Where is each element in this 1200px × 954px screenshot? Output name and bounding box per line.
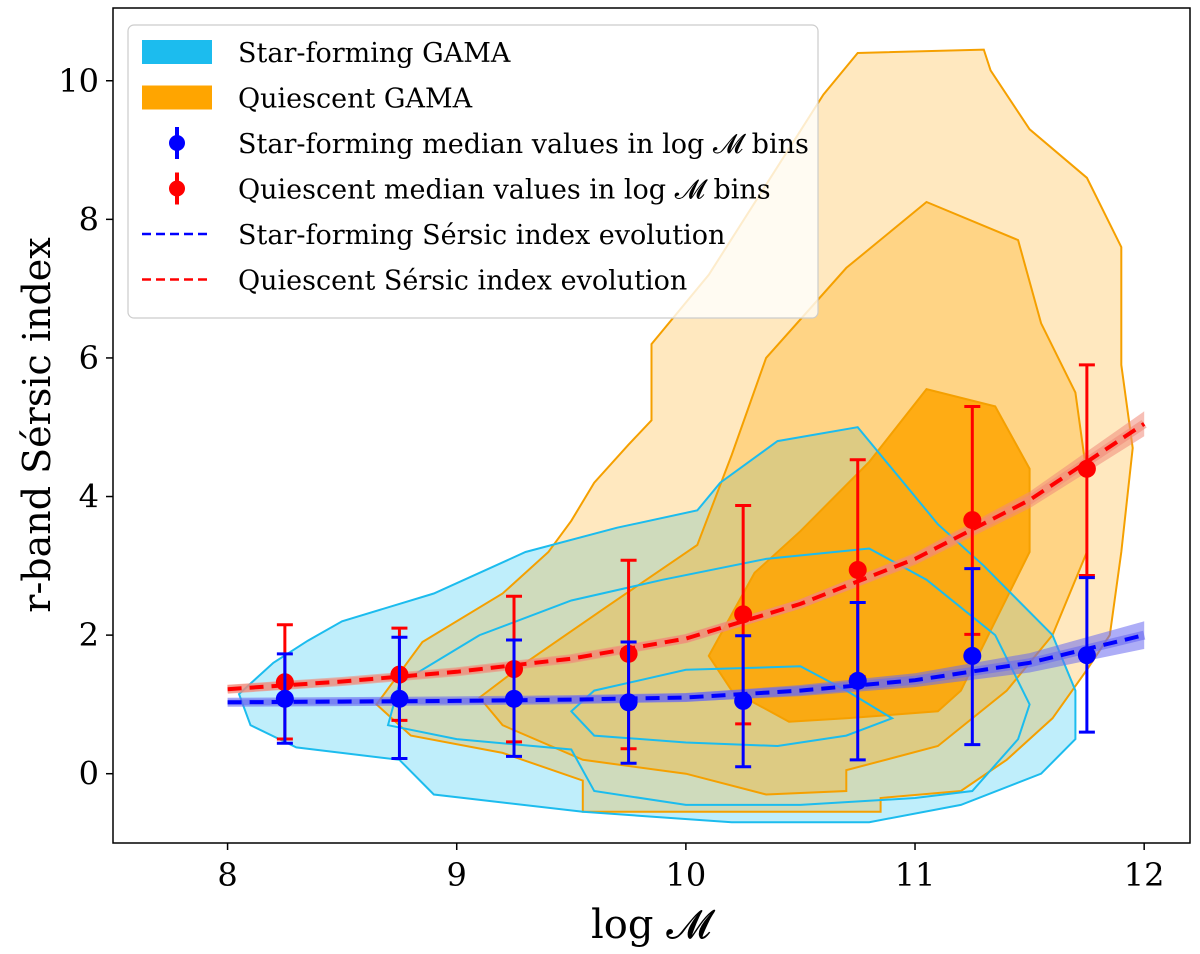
- median-point: [848, 601, 867, 762]
- fit-lines: [227, 411, 1147, 707]
- legend-entry: Star-forming GAMA: [142, 38, 511, 69]
- median-marker: [848, 560, 867, 579]
- legend-label: Quiescent Sérsic index evolution: [238, 266, 687, 297]
- y-tick-label: 2: [79, 616, 99, 654]
- median-point: [390, 635, 409, 760]
- median-point: [275, 652, 294, 745]
- median-marker: [1077, 646, 1096, 665]
- legend-label: Quiescent GAMA: [238, 84, 473, 115]
- legend-entry: Quiescent median values in log 𝓜 bins: [169, 172, 771, 206]
- legend-entry: Quiescent Sérsic index evolution: [142, 266, 687, 297]
- median-marker: [275, 689, 294, 708]
- y-tick-label: 8: [79, 200, 99, 238]
- median-point: [505, 638, 524, 758]
- median-marker: [963, 511, 982, 530]
- median-point: [734, 634, 753, 769]
- legend-patch: [142, 85, 212, 110]
- legend-label: Star-forming GAMA: [238, 38, 511, 69]
- sf-contour-line-2: [386, 547, 1031, 806]
- median-marker: [1077, 459, 1096, 478]
- x-tick-label: 9: [447, 856, 467, 894]
- median-marker: [619, 693, 638, 712]
- y-tick-label: 0: [79, 755, 99, 793]
- sf-contour-line-1: [237, 426, 1077, 824]
- median-marker: [734, 605, 753, 624]
- y-tick-label: 10: [58, 62, 99, 100]
- legend-entry: Quiescent GAMA: [142, 84, 473, 115]
- legend-entry: Star-forming median values in log 𝓜 bins: [169, 127, 809, 160]
- legend-marker: [169, 135, 185, 151]
- x-axis-label: log 𝓜: [591, 902, 715, 948]
- median-marker: [734, 691, 753, 710]
- median-point: [1077, 363, 1096, 578]
- fit-shadow: [227, 420, 1147, 694]
- median-point: [1077, 576, 1096, 734]
- y-axis-label: r-band Sérsic index: [15, 237, 59, 612]
- median-marker: [390, 689, 409, 708]
- median-marker: [848, 671, 867, 690]
- sf-contour-line-3: [569, 665, 895, 748]
- quiescent-contour-3: [707, 387, 1031, 723]
- y-tick-label: 4: [79, 478, 99, 516]
- fit-shadow: [227, 630, 1146, 707]
- legend-label: Quiescent median values in log 𝓜 bins: [238, 175, 771, 206]
- legend: Star-forming GAMA Quiescent GAMA Star-form…: [127, 24, 819, 319]
- median-marker: [505, 689, 524, 708]
- legend-entry: Star-forming Sérsic index evolution: [142, 220, 725, 251]
- legend-label: Star-forming median values in log 𝓜 bins: [238, 129, 809, 160]
- x-tick-label: 11: [895, 856, 936, 894]
- legend-patch: [142, 40, 212, 64]
- y-tick-label: 6: [79, 339, 99, 377]
- x-tick-label: 12: [1124, 856, 1165, 894]
- legend-box: [127, 24, 819, 319]
- legend-label: Star-forming Sérsic index evolution: [238, 220, 725, 251]
- median-point: [619, 640, 638, 765]
- axis-ticks: 8 9 10 11 12 0 2 4 6 8 10: [58, 62, 1164, 894]
- legend-marker: [169, 180, 185, 197]
- x-tick-label: 10: [666, 856, 707, 894]
- median-points: [275, 363, 1096, 769]
- median-point: [963, 567, 982, 747]
- plot-frame: [112, 7, 1191, 844]
- median-marker: [963, 646, 982, 665]
- x-tick-label: 8: [217, 856, 237, 894]
